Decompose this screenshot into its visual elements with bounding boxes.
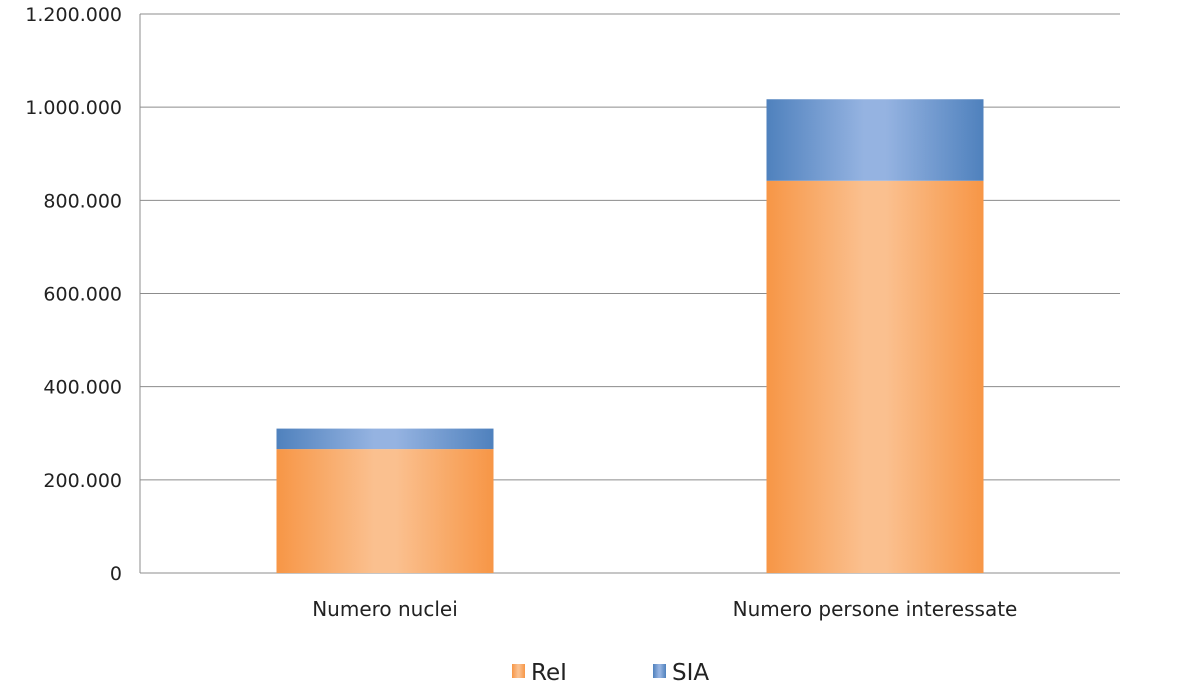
y-tick-label: 0 <box>110 563 122 585</box>
y-tick-label: 600.000 <box>43 284 122 306</box>
y-tick-label: 1.000.000 <box>25 97 122 119</box>
legend-swatch-sia <box>653 664 666 678</box>
y-tick-label: 400.000 <box>43 377 122 399</box>
y-tick-label: 200.000 <box>43 470 122 492</box>
y-axis-tick-labels: 0 200.000 400.000 600.000 800.000 1.000.000 1.… <box>25 4 122 585</box>
bar-sia-1 <box>766 99 984 181</box>
x-category-label: Numero nuclei <box>312 597 458 621</box>
y-tick-label: 800.000 <box>43 190 122 212</box>
bar-rei-1 <box>766 180 984 574</box>
legend-label-sia: SIA <box>672 660 709 686</box>
x-category-label: Numero persone interessate <box>733 597 1018 621</box>
legend-label-rei: ReI <box>531 660 567 686</box>
bar-rei-0 <box>276 449 494 573</box>
legend-swatch-rei <box>512 664 525 678</box>
bars <box>276 99 984 574</box>
legend: ReI SIA <box>512 660 709 686</box>
bar-sia-0 <box>276 428 494 450</box>
y-tick-label: 1.200.000 <box>25 4 122 26</box>
x-axis-category-labels: Numero nuclei Numero persone interessate <box>312 597 1017 621</box>
